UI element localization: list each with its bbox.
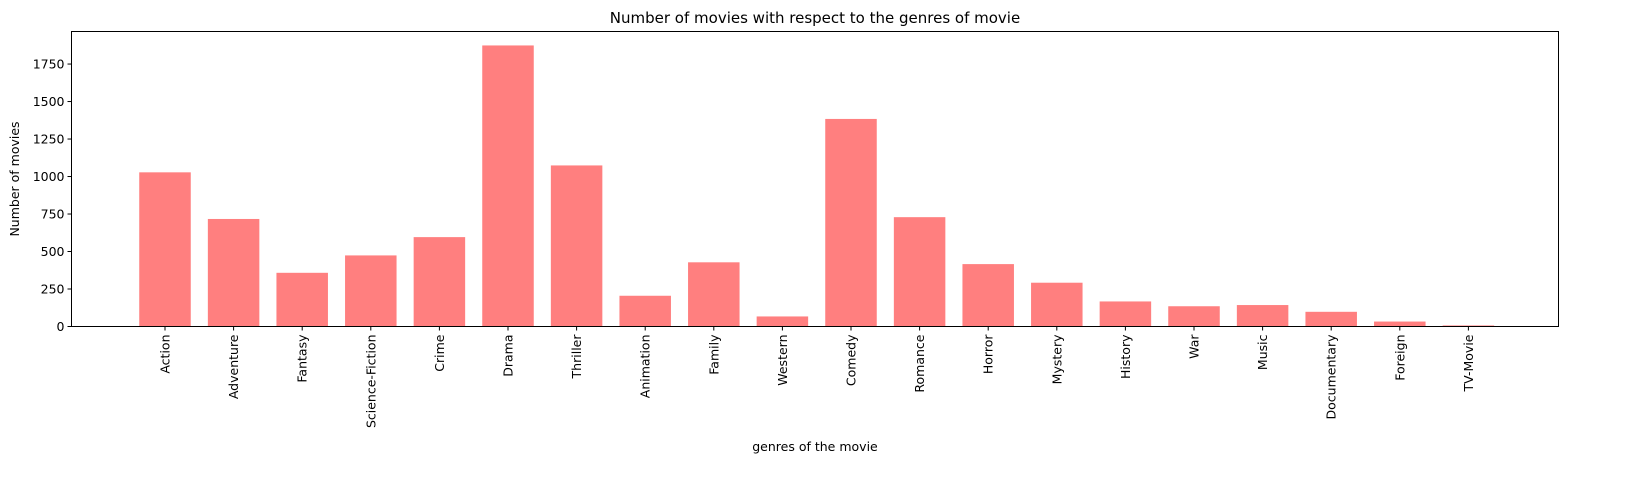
x-tick-label: Science-Fiction bbox=[363, 335, 378, 429]
bar-fantasy bbox=[276, 272, 328, 327]
plot-frame bbox=[71, 31, 1559, 327]
bar-comedy bbox=[825, 118, 877, 327]
bar-documentary bbox=[1305, 311, 1357, 327]
bar-horror bbox=[962, 264, 1014, 327]
x-tick-label: Foreign bbox=[1392, 335, 1407, 381]
y-tick-label: 1000 bbox=[33, 169, 65, 184]
bar-science-fiction bbox=[345, 255, 397, 327]
x-tick-label: TV-Movie bbox=[1461, 334, 1476, 392]
chart-title: Number of movies with respect to the gen… bbox=[610, 9, 1020, 27]
bar-tv-movie bbox=[1442, 325, 1495, 327]
x-tick-label: Adventure bbox=[226, 334, 241, 399]
bar-thriller bbox=[550, 165, 603, 327]
bar-crime bbox=[413, 237, 466, 327]
bar-action bbox=[139, 172, 191, 327]
x-tick-label: Thriller bbox=[569, 334, 584, 380]
x-tick-label: Romance bbox=[912, 334, 927, 392]
y-tick-label: 1500 bbox=[33, 94, 65, 109]
bar-war bbox=[1168, 306, 1220, 327]
x-tick-label: Western bbox=[775, 335, 790, 386]
bar-family bbox=[688, 262, 740, 327]
x-tick-label: Horror bbox=[981, 334, 996, 374]
bar-animation bbox=[619, 295, 671, 327]
y-axis: 0 250 500 750 1000 1250 1500 1750 bbox=[33, 57, 72, 334]
bar-music bbox=[1236, 305, 1289, 327]
x-tick-label: Music bbox=[1255, 334, 1270, 370]
y-tick-label: 500 bbox=[41, 244, 65, 259]
bar-mystery bbox=[1031, 282, 1083, 327]
x-tick-label: War bbox=[1187, 334, 1202, 359]
bar-western bbox=[756, 316, 809, 327]
bars-layer bbox=[139, 45, 1495, 327]
x-tick-label: Family bbox=[706, 334, 721, 375]
x-axis-label: genres of the movie bbox=[752, 439, 878, 454]
x-tick-label: Action bbox=[158, 335, 173, 374]
x-tick-label: Documentary bbox=[1324, 334, 1339, 420]
x-tick-label: Crime bbox=[432, 334, 447, 372]
x-tick-label: Fantasy bbox=[295, 334, 310, 383]
y-tick-label: 1750 bbox=[33, 57, 65, 72]
bar-history bbox=[1099, 301, 1152, 327]
bar-foreign bbox=[1374, 321, 1426, 327]
x-tick-label: Comedy bbox=[844, 334, 859, 386]
bar-adventure bbox=[207, 218, 260, 327]
y-tick-label: 0 bbox=[57, 319, 65, 334]
y-tick-label: 750 bbox=[41, 207, 65, 222]
x-tick-label: Mystery bbox=[1049, 334, 1064, 384]
bar-drama bbox=[482, 45, 534, 327]
x-axis: Action Adventure Fantasy Science-Fiction Cri… bbox=[158, 326, 1476, 429]
x-tick-label: History bbox=[1118, 334, 1133, 379]
bar-romance bbox=[893, 217, 946, 327]
y-tick-label: 250 bbox=[41, 282, 65, 297]
x-tick-label: Drama bbox=[501, 335, 516, 377]
y-axis-label: Number of movies bbox=[7, 121, 22, 236]
y-tick-label: 1250 bbox=[33, 132, 65, 147]
x-tick-label: Animation bbox=[638, 335, 653, 399]
